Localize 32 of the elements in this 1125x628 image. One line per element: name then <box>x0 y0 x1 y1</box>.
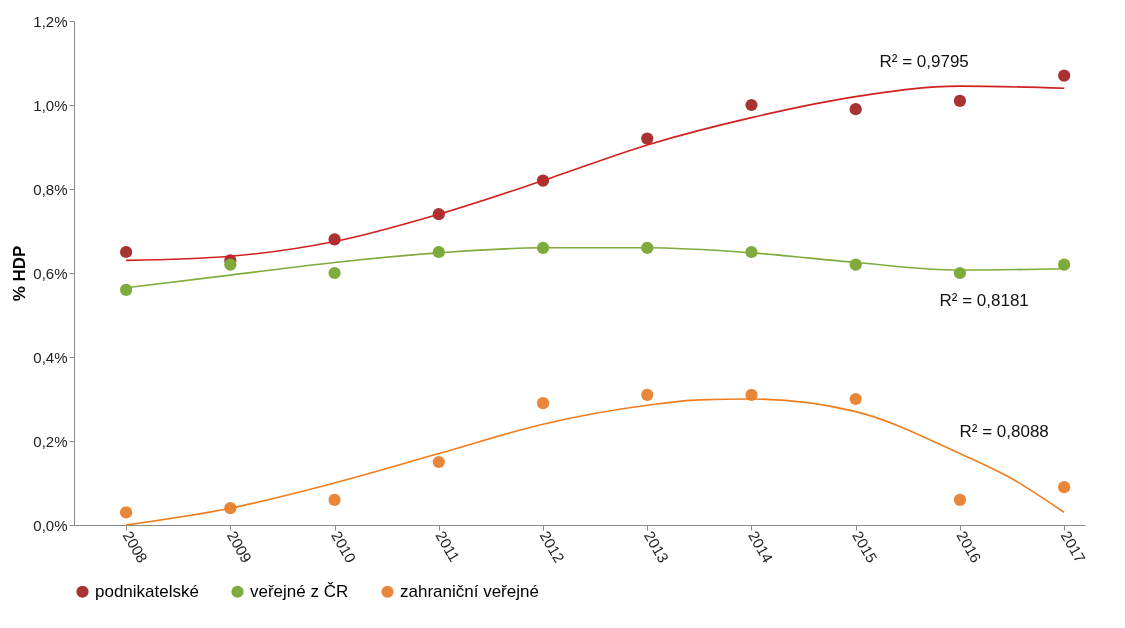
y-tick-label: 0,2% <box>33 432 68 450</box>
point <box>1058 258 1071 271</box>
annotation: R² = 0,9795 <box>879 52 969 72</box>
point <box>745 98 758 112</box>
y-axis-title: % HDP <box>10 245 30 302</box>
point <box>849 103 862 116</box>
y-tick-label: 1,2% <box>33 12 68 30</box>
point <box>641 388 654 401</box>
point <box>1058 481 1071 494</box>
y-tick-label: 0,4% <box>33 348 68 366</box>
point <box>1058 69 1071 82</box>
y-tick-label: 0,8% <box>33 180 68 198</box>
legend-label: zahraniční veřejné <box>400 581 539 601</box>
y-tick-label: 1,0% <box>33 96 68 114</box>
point <box>641 132 654 145</box>
legend-label: podnikatelské <box>95 581 199 601</box>
point <box>953 94 967 107</box>
point <box>953 493 967 506</box>
point <box>119 245 133 259</box>
annotation: R² = 0,8088 <box>959 422 1049 442</box>
point <box>849 392 862 406</box>
point <box>432 455 445 469</box>
y-tick-label: 0,6% <box>33 264 68 282</box>
point <box>119 283 133 296</box>
point <box>224 258 237 271</box>
legend-label: veřejné z ČR <box>250 581 349 601</box>
annotation: R² = 0,8181 <box>939 290 1029 310</box>
y-tick-label: 0,0% <box>33 516 68 534</box>
point <box>328 266 341 280</box>
point <box>119 506 133 519</box>
point <box>328 493 341 506</box>
point <box>536 397 550 410</box>
